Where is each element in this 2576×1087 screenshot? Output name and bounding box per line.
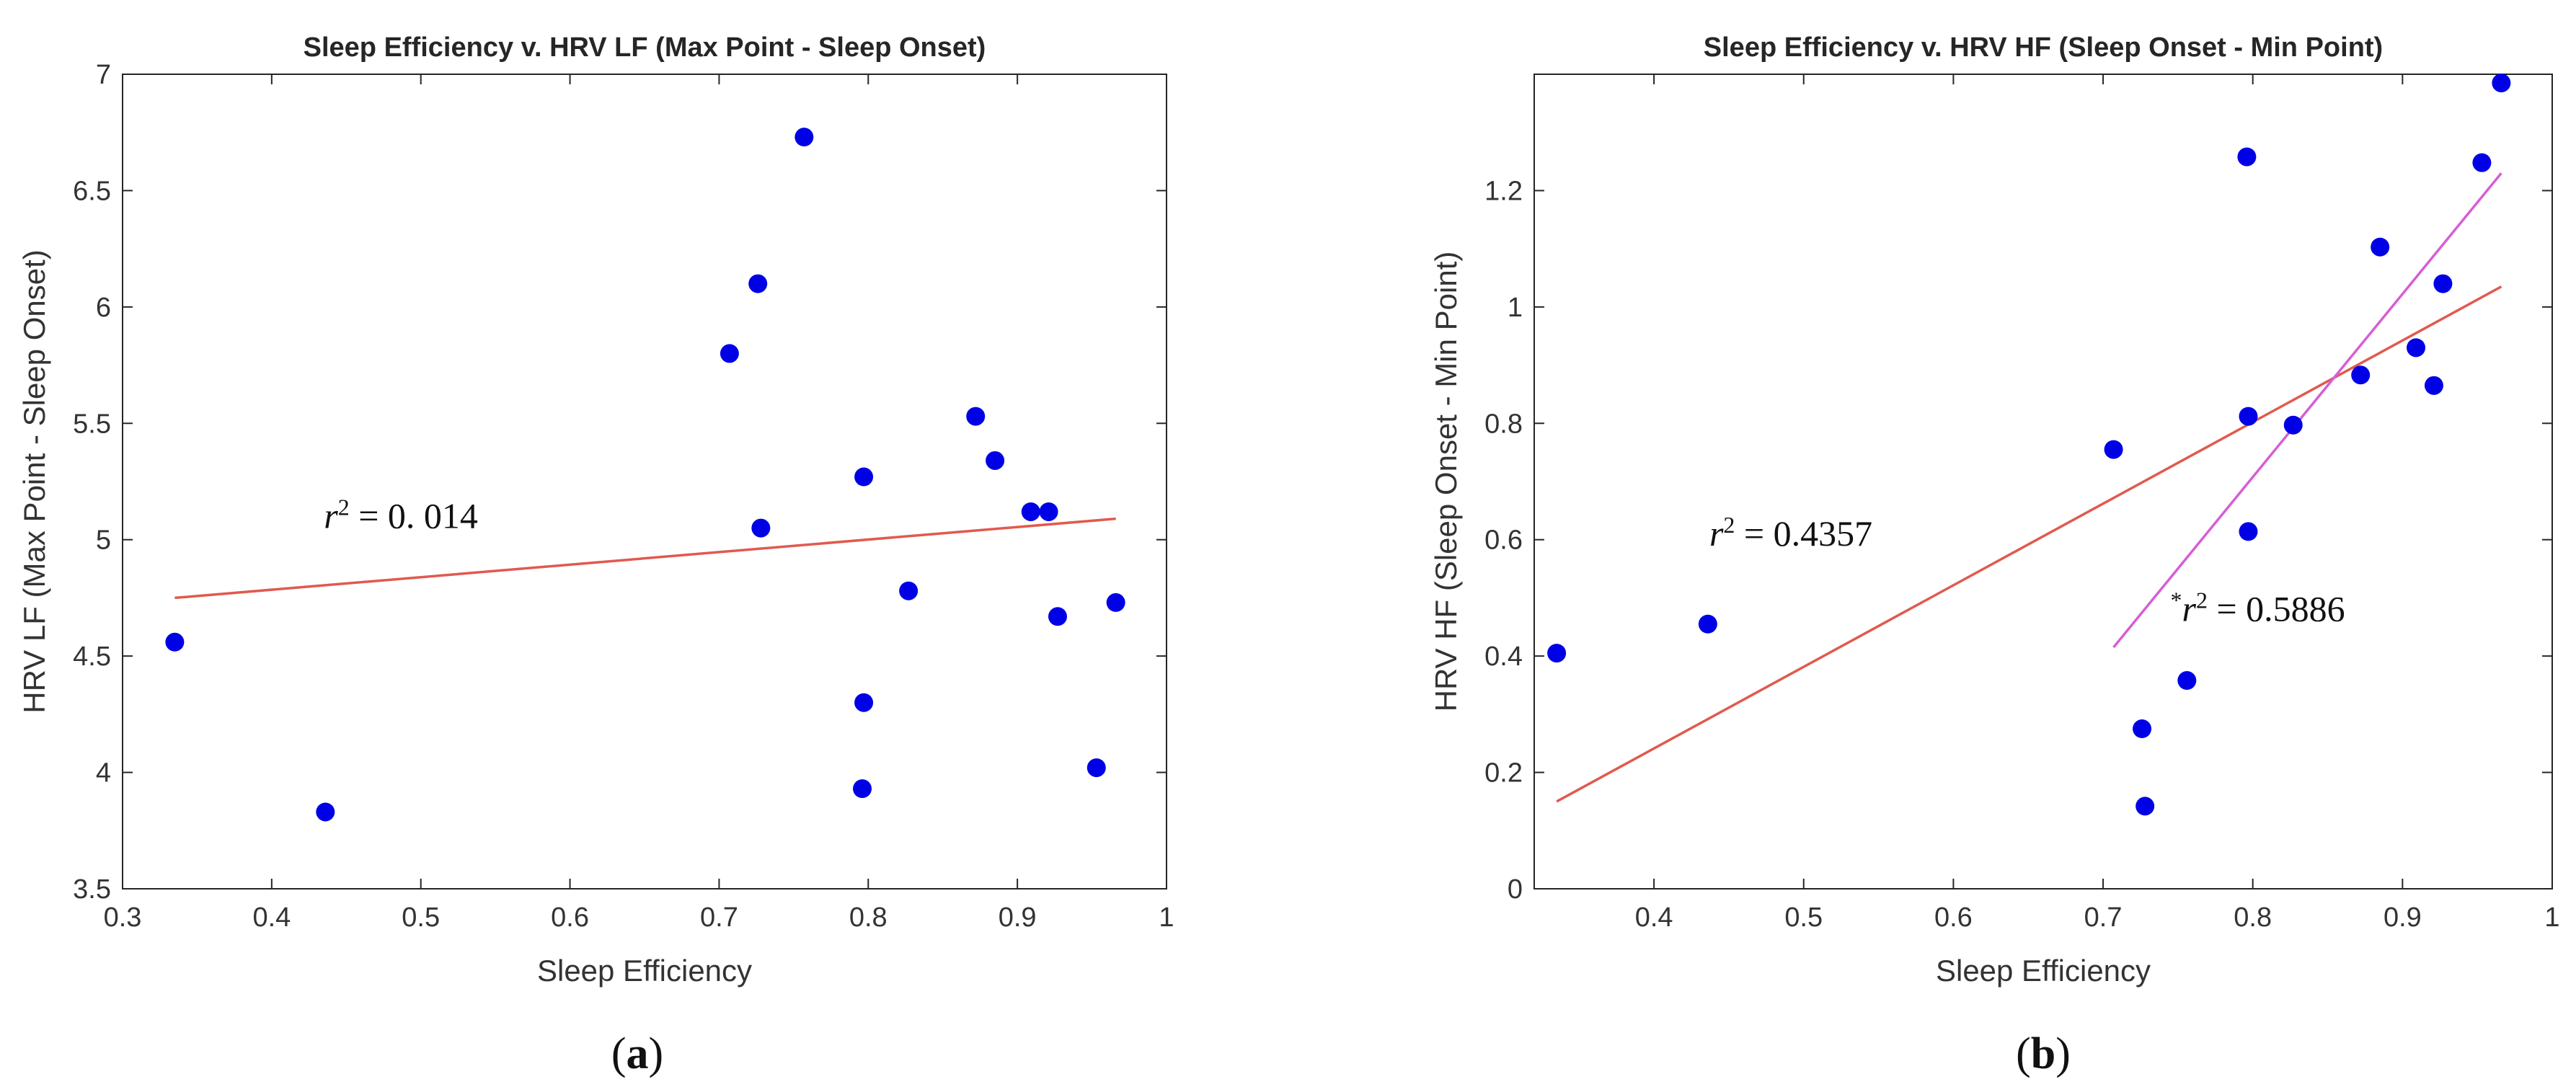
x-axis-label: Sleep Efficiency [537, 954, 752, 988]
r-squared-annotation: r2 = 0. 014 [324, 494, 478, 536]
data-point [1021, 502, 1040, 521]
annotation-variable: r [1709, 513, 1724, 554]
y-tick-label: 4 [96, 758, 111, 789]
annotation-exponent: 2 [2196, 587, 2208, 613]
chart-title: Sleep Efficiency v. HRV HF (Sleep Onset … [1704, 32, 2383, 63]
caption-letter: a [627, 1029, 649, 1078]
data-point [795, 128, 814, 147]
data-point [1048, 607, 1067, 626]
y-tick-label: 3.5 [73, 874, 111, 905]
data-point [854, 693, 874, 712]
data-point [899, 581, 919, 600]
x-tick-label: 1 [2544, 902, 2559, 933]
y-tick-label: 0 [1508, 874, 1523, 905]
x-tick-label: 0.4 [1635, 902, 1673, 933]
data-point [1698, 614, 1717, 634]
caption-close-paren: ) [2055, 1029, 2071, 1078]
data-point [720, 344, 739, 363]
x-tick-label: 0.8 [2234, 902, 2272, 933]
data-point [1106, 593, 1125, 612]
x-tick-label: 0.7 [2084, 902, 2123, 933]
x-tick-label: 0.9 [999, 902, 1037, 933]
regression-line-2 [2112, 172, 2502, 649]
x-tick-label: 0.7 [700, 902, 738, 933]
y-tick-label: 7 [96, 60, 111, 90]
y-tick-label: 6.5 [73, 176, 111, 206]
caption-letter: b [2031, 1029, 2055, 1078]
x-tick-label: 0.9 [2384, 902, 2422, 933]
caption-open-paren: ( [2016, 1029, 2031, 1078]
data-point [2135, 797, 2155, 816]
y-tick-label: 0.6 [1484, 525, 1523, 556]
data-point [751, 518, 771, 538]
y-tick-label: 0.4 [1484, 642, 1523, 672]
y-axis-label: HRV HF (Sleep Onset - Min Point) [1429, 252, 1463, 712]
r-squared-annotation: *r2 = 0.5886 [2171, 587, 2345, 629]
chart-panel-a: 0.3 0.4 0.5 0.6 0.7 0.8 0.9 1 3.5 4 4.5 5 5.5 6 6.5 7 Sl… [17, 32, 1174, 1078]
regression-line-1 [174, 517, 1116, 600]
plot-area-frame [122, 74, 1167, 889]
x-axis-label: Sleep Efficiency [1936, 954, 2151, 988]
r-squared-annotation: r2 = 0.4357 [1709, 512, 1872, 554]
x-tick-label: 0.8 [849, 902, 888, 933]
data-point [165, 632, 185, 652]
x-tick-label: 0.5 [402, 902, 440, 933]
data-point [1086, 758, 1106, 778]
annotation-value: = 0.4357 [1735, 513, 1872, 554]
data-point [2237, 147, 2257, 167]
data-point [1547, 644, 1567, 663]
x-tick-label: 0.6 [1934, 902, 1973, 933]
x-tick-label: 0.6 [551, 902, 589, 933]
data-point [2283, 415, 2303, 435]
data-point [2177, 671, 2197, 691]
annotation-variable: r [2182, 589, 2197, 629]
data-point [748, 274, 768, 293]
x-tick-label: 0.3 [104, 902, 142, 933]
annotation-exponent: 2 [338, 494, 350, 520]
chart-title: Sleep Efficiency v. HRV LF (Max Point - … [304, 32, 986, 63]
data-point [2371, 237, 2390, 257]
data-point [854, 467, 874, 487]
panel-caption: (a) [611, 1029, 663, 1078]
x-tick-label: 0.5 [1784, 902, 1823, 933]
x-tick-label: 0.4 [252, 902, 291, 933]
y-tick-label: 0.8 [1484, 409, 1523, 439]
data-point [2424, 376, 2443, 395]
y-tick-label: 1.2 [1484, 176, 1523, 206]
data-point [966, 407, 986, 426]
y-tick-label: 5.5 [73, 409, 111, 439]
annotation-exponent: 2 [1723, 512, 1735, 538]
data-point [2351, 365, 2371, 385]
y-tick-label: 6 [96, 293, 111, 323]
data-point [316, 802, 335, 822]
annotation-value: = 0.5886 [2208, 589, 2345, 629]
data-point [2472, 153, 2492, 172]
panel-caption: (b) [2016, 1029, 2071, 1078]
annotation-value: = 0. 014 [350, 496, 478, 536]
data-point [2407, 338, 2426, 358]
caption-close-paren: ) [649, 1029, 664, 1078]
data-point [2433, 274, 2453, 293]
y-axis-label: HRV LF (Max Point - Sleep Onset) [17, 249, 51, 713]
chart-panel-b: 0.4 0.5 0.6 0.7 0.8 0.9 1 0 0.2 0.4 0.6 0.8 1 1.2 Slee… [1429, 32, 2560, 1078]
data-point [2104, 440, 2123, 459]
annotation-variable: r [324, 496, 338, 536]
data-point [986, 451, 1005, 470]
data-point [853, 779, 872, 799]
plot-area-frame [1533, 74, 2553, 889]
data-point [2239, 407, 2258, 426]
regression-line-1 [1556, 285, 2502, 803]
annotation-asterisk: * [2171, 587, 2182, 613]
data-point [2239, 522, 2258, 541]
data-point [2492, 74, 2511, 93]
x-tick-label: 1 [1159, 902, 1174, 933]
data-point [2133, 719, 2152, 739]
y-tick-label: 1 [1508, 293, 1523, 323]
y-tick-label: 5 [96, 525, 111, 556]
y-tick-label: 0.2 [1484, 758, 1523, 789]
caption-open-paren: ( [611, 1029, 627, 1078]
y-tick-label: 4.5 [73, 642, 111, 672]
data-point [1039, 502, 1058, 521]
